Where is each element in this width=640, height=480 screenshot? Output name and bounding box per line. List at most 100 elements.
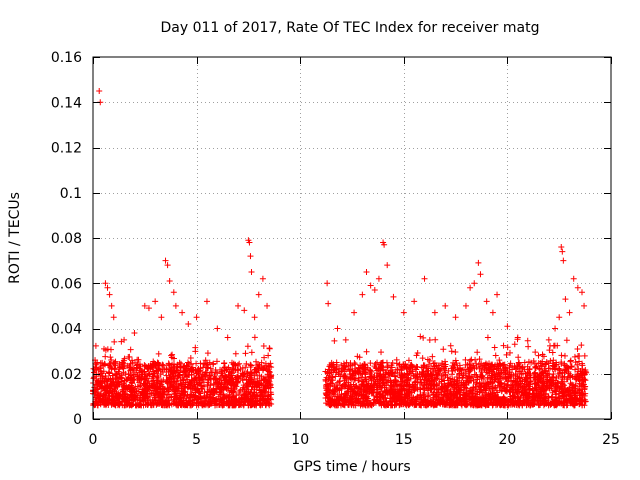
data-point: [473, 386, 480, 393]
data-point: [447, 379, 454, 386]
data-point: [349, 388, 356, 395]
data-point: [412, 385, 419, 392]
y-tick-label: 0.02: [51, 367, 82, 383]
data-point: [123, 383, 130, 390]
data-point: [326, 363, 333, 370]
data-point: [106, 368, 113, 375]
data-point: [447, 342, 454, 349]
data-point: [544, 370, 551, 377]
data-point: [90, 375, 97, 382]
data-point: [566, 309, 573, 316]
data-point: [527, 400, 534, 407]
data-point: [462, 356, 469, 363]
data-point: [158, 314, 165, 321]
data-point: [367, 360, 374, 367]
data-point: [234, 366, 241, 373]
data-point: [167, 383, 174, 390]
data-point: [200, 379, 207, 386]
data-point: [151, 394, 158, 401]
data-point: [355, 364, 362, 371]
data-point: [228, 359, 235, 366]
data-point: [525, 370, 532, 377]
data-point: [213, 402, 220, 409]
data-point: [131, 388, 138, 395]
data-point: [427, 386, 434, 393]
data-point: [391, 372, 398, 379]
data-point: [470, 362, 477, 369]
data-point: [328, 391, 335, 398]
data-point: [265, 362, 272, 369]
data-point: [494, 291, 501, 298]
data-point: [341, 364, 348, 371]
data-point: [377, 374, 384, 381]
data-point: [440, 364, 447, 371]
data-point: [130, 365, 137, 372]
data-point: [180, 401, 187, 408]
data-point: [205, 376, 212, 383]
data-point: [539, 370, 546, 377]
data-point: [103, 399, 110, 406]
data-point: [153, 367, 160, 374]
data-point: [242, 393, 249, 400]
data-point: [558, 385, 565, 392]
data-point: [514, 382, 521, 389]
data-point: [446, 401, 453, 408]
data-point: [362, 402, 369, 409]
data-point: [159, 369, 166, 376]
data-point: [523, 396, 530, 403]
data-point: [539, 385, 546, 392]
data-point: [205, 389, 212, 396]
data-point: [197, 368, 204, 375]
data-point: [235, 302, 242, 309]
data-point: [229, 389, 236, 396]
data-point: [399, 374, 406, 381]
data-point: [343, 380, 350, 387]
data-point: [558, 244, 565, 251]
data-point: [342, 374, 349, 381]
data-point: [201, 402, 208, 409]
data-point: [265, 352, 272, 359]
data-point: [360, 391, 367, 398]
data-point: [375, 275, 382, 282]
data-point: [499, 361, 506, 368]
data-point: [549, 393, 556, 400]
data-point: [470, 377, 477, 384]
data-point: [426, 357, 433, 364]
data-point: [514, 388, 521, 395]
data-point: [521, 378, 528, 385]
data-point: [431, 309, 438, 316]
data-point: [333, 365, 340, 372]
data-point: [173, 370, 180, 377]
data-point: [434, 397, 441, 404]
data-point: [460, 372, 467, 379]
axis-ticks: 0 5 10 15 20 25 0 0.02 0.04 0.06 0.08 0.1 0.12 0.14 0.…: [51, 50, 620, 448]
data-point: [166, 277, 173, 284]
data-point: [334, 402, 341, 409]
data-point: [117, 391, 124, 398]
data-point: [267, 373, 274, 380]
x-tick-label: 0: [89, 432, 98, 448]
data-point: [353, 390, 360, 397]
data-point: [532, 394, 539, 401]
data-point: [164, 262, 171, 269]
data-point: [425, 374, 432, 381]
data-point: [466, 388, 473, 395]
data-point: [521, 359, 528, 366]
data-point: [412, 365, 419, 372]
data-point: [510, 384, 517, 391]
data-point: [155, 350, 162, 357]
data-point: [565, 370, 572, 377]
data-point: [452, 357, 459, 364]
data-point: [150, 370, 157, 377]
data-point: [207, 365, 214, 372]
data-point: [193, 370, 200, 377]
data-point: [176, 372, 183, 379]
data-point: [221, 359, 228, 366]
data-point: [145, 305, 152, 312]
data-point: [579, 382, 586, 389]
data-point: [468, 400, 475, 407]
data-point: [579, 370, 586, 377]
data-point: [452, 314, 459, 321]
data-point: [344, 393, 351, 400]
y-tick-label: 0.06: [51, 276, 82, 292]
